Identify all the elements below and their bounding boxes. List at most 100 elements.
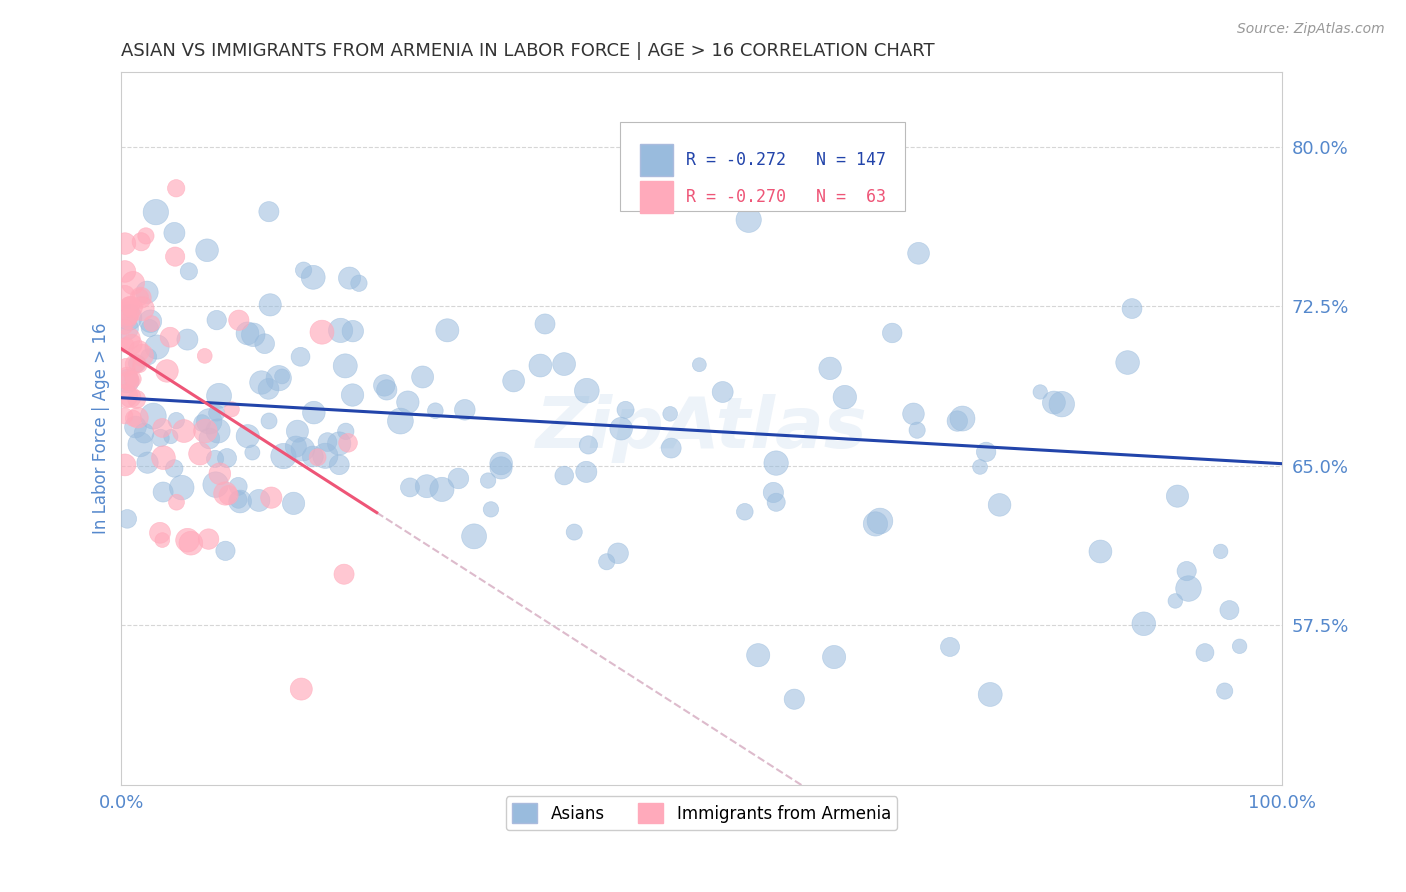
- Point: [247, 493, 270, 508]
- Point: [156, 364, 179, 378]
- Point: [115, 360, 138, 375]
- Point: [328, 436, 350, 450]
- Point: [191, 416, 214, 430]
- Point: [120, 390, 142, 404]
- Point: [115, 338, 138, 352]
- Point: [869, 514, 891, 528]
- Point: [165, 413, 187, 427]
- Point: [152, 450, 174, 465]
- Point: [575, 465, 598, 479]
- Point: [329, 323, 352, 337]
- Point: [818, 361, 841, 376]
- Point: [240, 445, 263, 459]
- Point: [117, 307, 139, 321]
- Point: [124, 357, 146, 371]
- Point: [142, 409, 165, 423]
- Point: [118, 374, 141, 388]
- Point: [479, 502, 502, 516]
- Point: [115, 389, 138, 403]
- Y-axis label: In Labor Force | Age > 16: In Labor Force | Age > 16: [93, 323, 110, 534]
- Point: [659, 441, 682, 455]
- Point: [436, 323, 458, 337]
- Point: [221, 402, 243, 417]
- Point: [307, 450, 329, 465]
- Point: [952, 411, 974, 425]
- Point: [118, 310, 141, 325]
- Point: [335, 425, 357, 439]
- Point: [257, 382, 280, 396]
- Point: [180, 536, 202, 550]
- Point: [114, 320, 136, 334]
- Point: [170, 481, 193, 495]
- Point: [138, 350, 160, 364]
- Point: [1132, 616, 1154, 631]
- Point: [553, 468, 575, 483]
- Point: [122, 276, 145, 290]
- Point: [205, 313, 228, 327]
- Point: [218, 488, 240, 502]
- Point: [136, 285, 159, 300]
- Point: [204, 477, 226, 491]
- Point: [131, 301, 153, 316]
- Point: [160, 429, 183, 443]
- Point: [114, 236, 136, 251]
- Point: [562, 524, 585, 539]
- Point: [946, 414, 969, 428]
- FancyBboxPatch shape: [640, 181, 672, 213]
- Point: [865, 516, 887, 531]
- Point: [316, 435, 339, 450]
- Point: [163, 461, 186, 475]
- Point: [314, 449, 336, 463]
- Point: [907, 246, 929, 260]
- Point: [762, 485, 785, 500]
- Point: [194, 424, 217, 438]
- Point: [688, 358, 710, 372]
- Point: [553, 357, 575, 371]
- Text: ZipAtlas: ZipAtlas: [536, 394, 868, 463]
- Point: [257, 414, 280, 428]
- Point: [124, 420, 146, 434]
- Point: [273, 449, 295, 463]
- Point: [177, 264, 200, 278]
- Point: [1213, 684, 1236, 698]
- Point: [163, 226, 186, 240]
- FancyBboxPatch shape: [620, 122, 904, 211]
- Point: [149, 525, 172, 540]
- Point: [150, 533, 173, 547]
- Text: Source: ZipAtlas.com: Source: ZipAtlas.com: [1237, 22, 1385, 37]
- Point: [734, 505, 756, 519]
- Point: [765, 495, 787, 509]
- Point: [228, 313, 250, 327]
- Point: [207, 424, 229, 438]
- Point: [430, 483, 453, 497]
- Point: [114, 264, 136, 278]
- Point: [412, 370, 434, 384]
- Point: [117, 311, 139, 326]
- Point: [1090, 544, 1112, 558]
- Point: [194, 349, 217, 363]
- Point: [115, 374, 138, 388]
- Point: [188, 447, 211, 461]
- Point: [129, 291, 152, 305]
- Point: [292, 263, 315, 277]
- Point: [988, 498, 1011, 512]
- Point: [302, 270, 325, 285]
- Point: [765, 456, 787, 470]
- Point: [1194, 646, 1216, 660]
- Point: [195, 244, 218, 258]
- Point: [215, 451, 238, 466]
- Point: [575, 384, 598, 398]
- Point: [152, 485, 174, 500]
- Point: [489, 457, 512, 471]
- Point: [337, 435, 360, 450]
- Point: [576, 438, 599, 452]
- Point: [159, 330, 181, 344]
- Point: [205, 406, 228, 420]
- Point: [905, 423, 928, 437]
- Point: [783, 692, 806, 706]
- Point: [145, 205, 167, 219]
- Point: [396, 395, 419, 409]
- Point: [271, 369, 294, 384]
- Point: [974, 445, 997, 459]
- Point: [121, 337, 143, 351]
